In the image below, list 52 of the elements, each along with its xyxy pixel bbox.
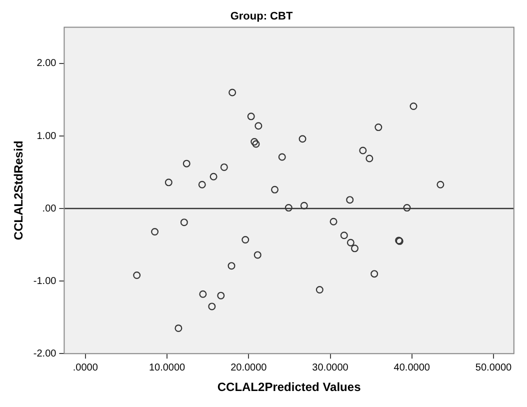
point	[252, 140, 260, 148]
point	[366, 154, 374, 162]
point	[300, 202, 308, 210]
y-tick-label: -2.00	[33, 348, 57, 360]
point	[436, 180, 444, 188]
point	[316, 286, 324, 294]
x-tick-label: .0000	[72, 362, 98, 374]
y-tick-label: 1.00	[36, 130, 57, 142]
point	[174, 324, 182, 332]
y-tick-label: .00	[42, 203, 57, 214]
point	[133, 272, 141, 280]
point	[359, 146, 367, 154]
point	[351, 244, 358, 252]
x-tick-label: 40.0000	[394, 362, 430, 374]
point	[370, 270, 378, 278]
point	[330, 218, 338, 226]
point	[180, 218, 188, 226]
y-tick-label: 2.00	[36, 58, 57, 70]
point	[217, 292, 225, 300]
point	[247, 112, 255, 120]
x-axis-title: CCLAL2Predicted Values	[217, 380, 362, 394]
point	[208, 302, 216, 310]
point	[403, 204, 411, 212]
point	[254, 122, 262, 130]
point	[220, 163, 228, 171]
point	[151, 228, 159, 236]
point	[298, 135, 306, 143]
point	[182, 160, 190, 168]
point	[164, 178, 172, 186]
x-tick-label: 50.0000	[475, 362, 512, 374]
point	[242, 236, 250, 244]
point	[374, 124, 382, 132]
point	[346, 196, 354, 204]
point	[340, 232, 348, 240]
point	[284, 204, 292, 212]
point	[228, 262, 236, 270]
x-tick-label: 30.0000	[312, 362, 349, 374]
chart-title: Group: CBT	[230, 10, 293, 23]
point	[254, 251, 262, 259]
point	[198, 180, 206, 188]
point	[199, 290, 207, 298]
point	[228, 88, 236, 96]
point	[410, 102, 418, 110]
point	[346, 238, 354, 246]
y-axis-title: CCLAL2StdResid	[12, 140, 26, 240]
point	[250, 138, 258, 146]
x-tick-label: 10.0000	[148, 362, 186, 374]
x-tick-label: 20.0000	[230, 362, 268, 374]
point	[271, 186, 279, 194]
point	[278, 153, 286, 161]
point	[210, 172, 218, 180]
y-tick-label: -1.00	[33, 276, 57, 287]
